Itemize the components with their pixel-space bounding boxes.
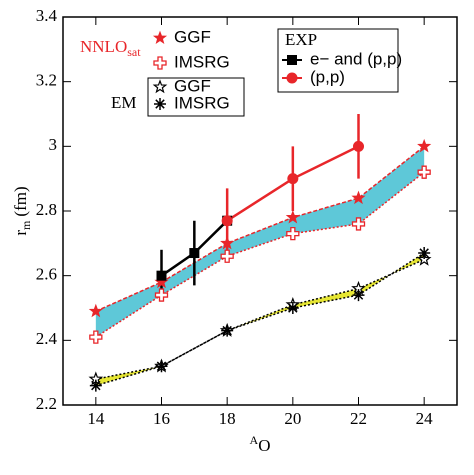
y-tick-label: 2.2	[36, 394, 57, 413]
marker	[221, 324, 234, 337]
legend-marker	[286, 72, 298, 84]
y-tick-label: 3.4	[36, 6, 58, 25]
y-tick-label: 3.2	[36, 71, 57, 90]
marker	[156, 270, 167, 281]
series-line	[95, 145, 425, 312]
marker	[418, 247, 431, 260]
marker	[88, 303, 103, 318]
x-tick-label: 14	[87, 409, 105, 428]
marker	[154, 288, 169, 302]
marker	[287, 173, 299, 185]
x-label-sup: A	[250, 433, 259, 447]
y-label-sub: m	[19, 220, 33, 230]
marker	[286, 226, 300, 241]
legend-group-sub: sat	[127, 45, 141, 59]
marker	[155, 360, 168, 373]
marker	[351, 190, 366, 205]
marker	[89, 379, 102, 392]
marker	[285, 210, 300, 224]
marker	[352, 289, 365, 302]
legend-label: e− and (p,p)	[310, 49, 402, 68]
marker	[189, 248, 200, 259]
y-tick-label: 2.6	[36, 265, 57, 284]
legend-group-label: EM	[111, 93, 137, 112]
y-tick-label: 3	[49, 135, 58, 154]
x-tick-label: 22	[350, 409, 367, 428]
y-tick-label: 2.8	[36, 200, 57, 219]
marker	[221, 215, 233, 227]
marker	[353, 140, 364, 152]
series-line	[95, 171, 425, 338]
y-label-rest: (fm)	[11, 186, 30, 216]
marker	[89, 330, 103, 344]
legend-group-label: NNLOsat	[80, 37, 141, 59]
marker	[220, 235, 235, 250]
x-tick-label: 16	[153, 409, 170, 428]
x-axis-label: AO	[250, 433, 271, 455]
marker	[417, 165, 431, 179]
legend-label: (p,p)	[310, 67, 345, 86]
marker	[286, 302, 299, 314]
legend-group-label: EXP	[285, 30, 317, 49]
legend-marker	[287, 55, 297, 65]
legend-marker	[153, 56, 167, 70]
series-line	[95, 252, 425, 387]
legend-label: IMSRG	[174, 52, 230, 71]
x-label-main: O	[258, 436, 270, 455]
marker	[220, 249, 234, 263]
x-tick-label: 18	[219, 409, 236, 428]
legend-label: GGF	[174, 76, 211, 95]
legend-box	[147, 77, 245, 117]
band	[95, 146, 425, 338]
legend-label: IMSRG	[174, 93, 230, 112]
marker	[351, 217, 366, 231]
marker	[417, 138, 432, 153]
legend-marker	[152, 79, 168, 94]
series-line	[95, 258, 425, 380]
legend-group-main: NNLO	[80, 37, 127, 56]
y-axis-label: rm (fm)	[11, 186, 33, 235]
legend-label: GGF	[174, 27, 211, 46]
legend-marker	[154, 98, 166, 110]
x-tick-label: 24	[416, 409, 434, 428]
y-label-main: r	[11, 230, 30, 236]
y-tick-label: 2.4	[36, 329, 58, 348]
legend-marker	[152, 30, 168, 45]
x-tick-label: 20	[284, 409, 301, 428]
